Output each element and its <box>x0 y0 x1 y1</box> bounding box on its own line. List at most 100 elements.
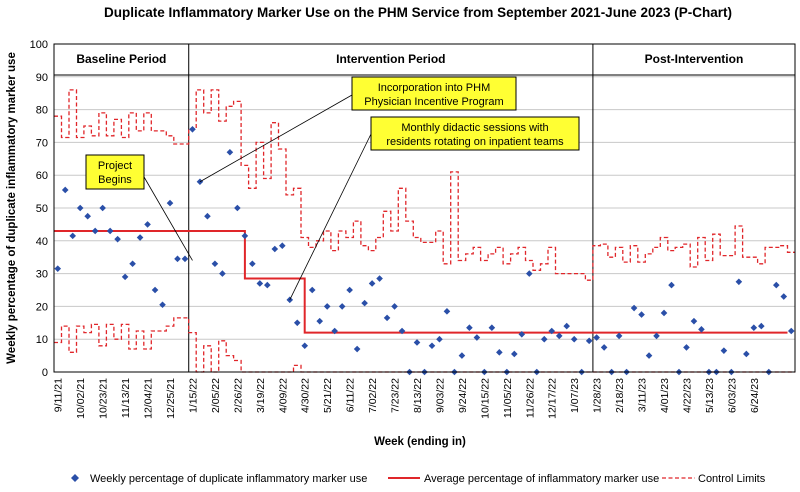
x-tick-label: 1/07/23 <box>569 378 581 413</box>
y-tick-30: 30 <box>36 269 48 281</box>
y-tick-10: 10 <box>36 334 48 346</box>
data-point <box>615 332 623 340</box>
data-point <box>136 234 144 241</box>
data-point <box>383 314 391 322</box>
data-point <box>256 280 264 287</box>
data-point <box>488 324 496 332</box>
data-point <box>323 303 331 310</box>
x-tick-label: 6/11/22 <box>345 378 357 412</box>
x-tick-label: 2/18/23 <box>614 378 626 413</box>
annotation-leader-1 <box>139 169 193 261</box>
period-dividers: Baseline Period Intervention Period Post-I… <box>54 44 795 372</box>
data-point <box>84 212 91 220</box>
x-tick-label: 8/13/22 <box>412 378 424 413</box>
data-point <box>234 204 241 212</box>
annotation-text-1-line1: Project <box>98 160 132 172</box>
data-point <box>413 339 421 346</box>
data-point <box>645 352 653 359</box>
data-point <box>174 255 181 263</box>
data-point <box>563 322 571 330</box>
y-tick-20: 20 <box>36 301 48 313</box>
y-tick-60: 60 <box>36 170 48 182</box>
x-tick-label: 11/05/22 <box>502 378 514 418</box>
data-point <box>54 265 62 272</box>
x-tick-label: 5/13/23 <box>704 378 716 413</box>
data-point <box>518 330 526 338</box>
annotation-text-2-line1: Incorporation into PHM <box>378 82 491 94</box>
y-tick-100: 100 <box>30 39 48 51</box>
data-point <box>638 311 645 318</box>
data-point <box>271 245 279 253</box>
y-tick-90: 90 <box>36 72 48 84</box>
data-point <box>428 342 436 350</box>
plot-frame <box>53 43 796 373</box>
data-point <box>630 304 638 312</box>
data-point <box>368 280 376 287</box>
data-point <box>436 335 443 343</box>
data-point <box>286 296 294 304</box>
data-point <box>249 260 256 268</box>
data-point <box>76 204 84 212</box>
weekly-points <box>54 125 795 376</box>
data-point <box>511 350 518 358</box>
x-tick-label: 10/15/22 <box>479 378 491 419</box>
data-point <box>264 281 271 289</box>
data-point <box>525 270 533 277</box>
y-tick-80: 80 <box>36 105 48 117</box>
legend-label-average: Average percentage of inflammatory marke… <box>424 473 659 485</box>
data-point <box>473 334 481 341</box>
average-line-path <box>54 230 788 334</box>
y-tick-40: 40 <box>36 236 48 248</box>
legend-diamond-marker <box>71 474 79 482</box>
x-tick-label: 6/24/23 <box>749 378 761 413</box>
data-point <box>114 235 121 243</box>
data-point <box>331 327 338 335</box>
x-tick-label: 2/26/22 <box>232 378 244 413</box>
y-axis-label: Weekly percentage of duplicate inflammat… <box>6 52 18 364</box>
data-point <box>570 335 578 343</box>
data-point <box>361 299 368 307</box>
data-point <box>585 337 593 345</box>
x-tick-label: 5/21/22 <box>322 378 334 413</box>
period-label-1: Baseline Period <box>76 52 166 66</box>
upper-control-limit <box>54 89 795 281</box>
data-point <box>69 232 77 240</box>
x-tick-label: 10/23/21 <box>98 378 110 419</box>
data-point <box>166 199 174 207</box>
annotation-box-3 <box>370 116 580 151</box>
data-point <box>196 178 204 186</box>
annotation-text-3-line2: residents rotating on inpatient teams <box>386 136 564 148</box>
x-tick-labels: 9/11/21 10/02/21 10/23/21 11/13/21 12/04/21 1… <box>53 378 761 419</box>
data-point <box>211 260 219 268</box>
data-point <box>151 286 159 294</box>
data-point <box>204 212 211 220</box>
data-point <box>241 232 249 240</box>
annotation-box-1 <box>85 154 145 190</box>
x-tick-label: 9/24/22 <box>457 378 469 413</box>
data-point <box>99 204 106 212</box>
x-tick-label: 4/22/23 <box>681 378 693 413</box>
data-point <box>346 286 353 294</box>
data-point <box>61 186 69 194</box>
x-tick-label: 4/30/22 <box>300 378 312 413</box>
data-point <box>540 335 548 343</box>
data-point <box>735 278 743 286</box>
data-point <box>780 293 788 300</box>
period-label-3: Post-Intervention <box>645 52 744 66</box>
data-point <box>787 327 795 335</box>
x-tick-label: 9/03/22 <box>434 378 446 413</box>
data-point <box>458 352 466 359</box>
data-point <box>159 301 166 309</box>
data-point <box>398 327 406 335</box>
data-point <box>144 221 151 228</box>
data-point <box>466 324 473 332</box>
data-point <box>555 332 563 340</box>
data-point <box>593 334 600 341</box>
data-point <box>758 322 765 330</box>
x-tick-label: 9/11/21 <box>53 378 65 412</box>
data-point <box>683 344 690 351</box>
annotation-text-1-line2: Begins <box>98 174 132 186</box>
x-tick-label: 2/05/22 <box>210 378 222 413</box>
legend: Weekly percentage of duplicate inflammat… <box>71 473 766 485</box>
